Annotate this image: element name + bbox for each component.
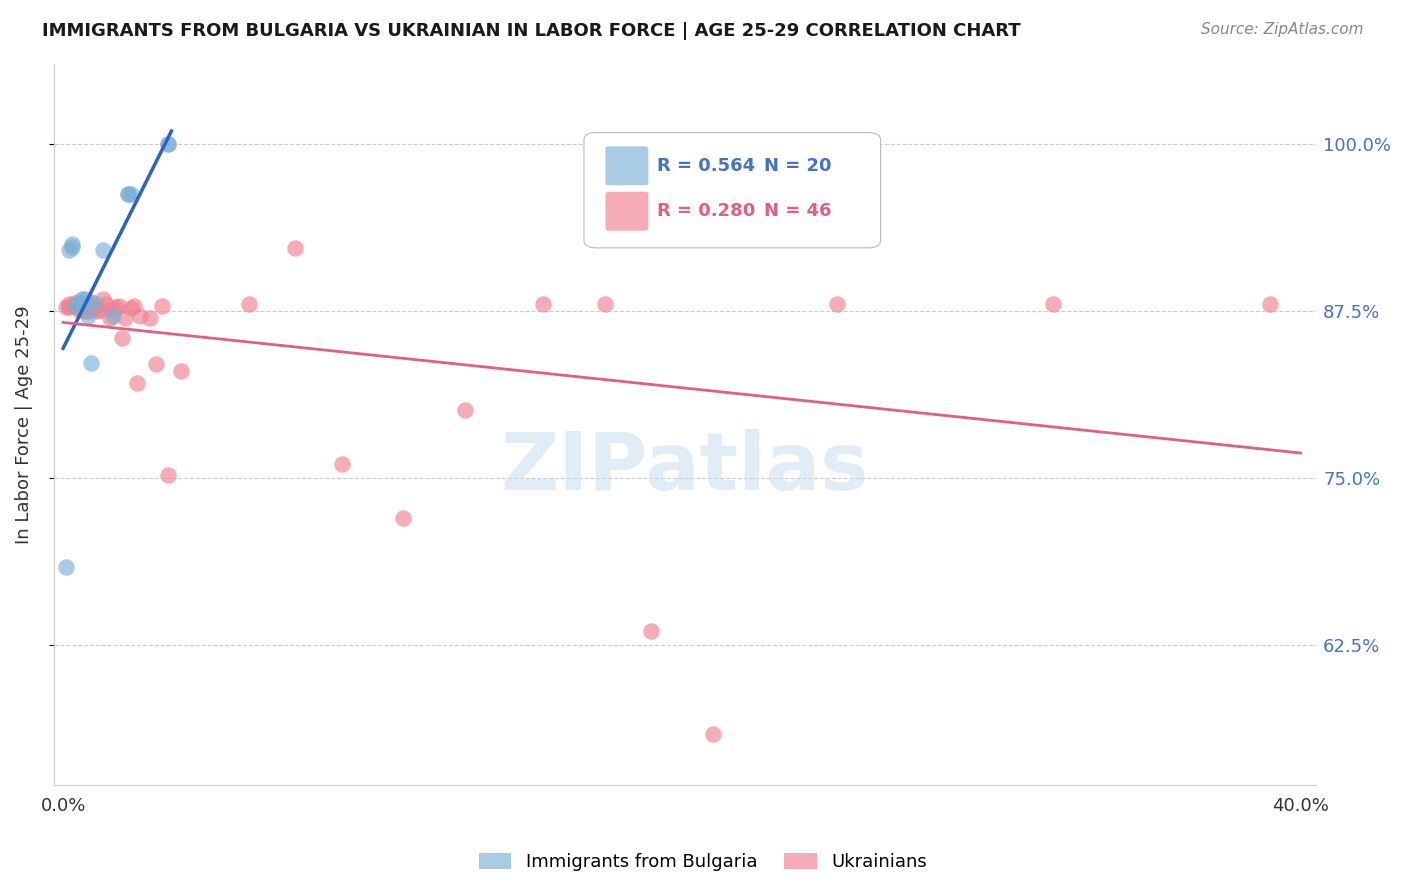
Point: [117, 186, 139, 201]
Point: [111, 331, 134, 345]
Point: [80, 300, 103, 314]
Point: [157, 137, 180, 152]
Point: [60, 299, 83, 313]
Point: [120, 186, 142, 201]
Point: [76, 300, 98, 314]
Point: [91, 292, 114, 306]
Point: [65, 296, 87, 310]
Point: [67, 297, 90, 311]
Point: [55, 560, 77, 574]
FancyBboxPatch shape: [606, 192, 648, 231]
Point: [58, 243, 80, 257]
Point: [83, 301, 105, 316]
Point: [96, 297, 118, 311]
Point: [67, 297, 90, 311]
Text: R = 0.564: R = 0.564: [657, 157, 755, 175]
Point: [73, 304, 96, 318]
Point: [70, 297, 93, 311]
Point: [70, 297, 93, 311]
Point: [58, 297, 80, 311]
Point: [101, 302, 124, 317]
Point: [70, 302, 93, 317]
Point: [86, 304, 108, 318]
Point: [392, 511, 415, 525]
Point: [76, 310, 98, 324]
Y-axis label: In Labor Force | Age 25-29: In Labor Force | Age 25-29: [15, 305, 32, 544]
Point: [157, 468, 180, 483]
Point: [91, 243, 114, 257]
Point: [702, 727, 724, 741]
Point: [98, 310, 121, 325]
Point: [67, 294, 90, 309]
Point: [129, 310, 152, 324]
Point: [120, 301, 142, 316]
Point: [107, 299, 129, 313]
Point: [55, 300, 77, 314]
Point: [170, 364, 193, 378]
Point: [593, 297, 616, 311]
Point: [1042, 297, 1064, 311]
Point: [238, 297, 260, 311]
Point: [83, 296, 105, 310]
Point: [65, 299, 87, 313]
Point: [80, 356, 103, 370]
Text: Source: ZipAtlas.com: Source: ZipAtlas.com: [1201, 22, 1364, 37]
Legend: Immigrants from Bulgaria, Ukrainians: Immigrants from Bulgaria, Ukrainians: [471, 846, 935, 879]
Point: [104, 300, 127, 314]
Point: [330, 458, 353, 472]
Text: ZIPatlas: ZIPatlas: [501, 429, 869, 507]
Point: [58, 300, 80, 314]
Point: [70, 292, 93, 306]
FancyBboxPatch shape: [583, 133, 880, 248]
Point: [117, 186, 139, 201]
Point: [150, 299, 173, 313]
Point: [60, 237, 83, 252]
Point: [157, 137, 180, 152]
Point: [531, 297, 554, 311]
Text: N = 20: N = 20: [765, 157, 832, 175]
Point: [127, 376, 149, 390]
Point: [145, 357, 167, 371]
Point: [101, 310, 124, 324]
Point: [1258, 297, 1281, 311]
Text: IMMIGRANTS FROM BULGARIA VS UKRAINIAN IN LABOR FORCE | AGE 25-29 CORRELATION CHA: IMMIGRANTS FROM BULGARIA VS UKRAINIAN IN…: [42, 22, 1021, 40]
Point: [640, 624, 662, 639]
Point: [122, 299, 145, 313]
Point: [825, 297, 848, 311]
Point: [60, 240, 83, 254]
FancyBboxPatch shape: [606, 146, 648, 186]
Point: [138, 310, 160, 325]
Point: [284, 241, 307, 255]
Point: [67, 302, 90, 317]
Point: [454, 402, 477, 417]
Point: [89, 302, 111, 317]
Point: [73, 292, 96, 306]
Text: R = 0.280: R = 0.280: [657, 202, 755, 220]
Text: N = 46: N = 46: [765, 202, 832, 220]
Point: [114, 310, 136, 325]
Point: [80, 294, 103, 309]
Point: [76, 304, 98, 318]
